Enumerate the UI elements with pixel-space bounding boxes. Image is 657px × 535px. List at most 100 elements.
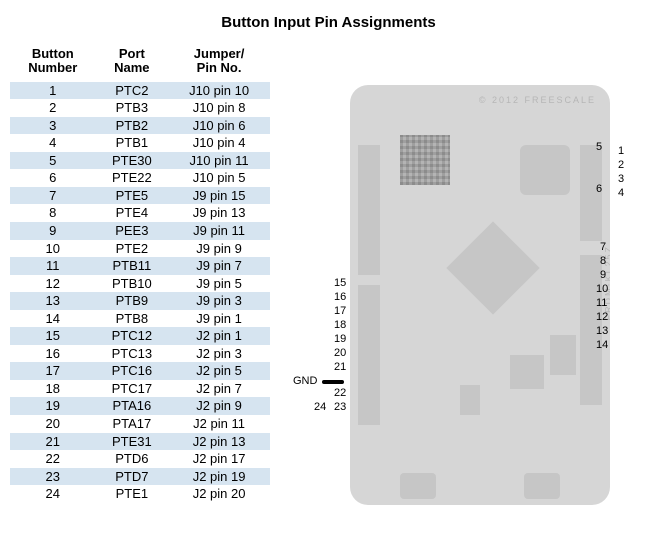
board-pin-label: 13 [596, 325, 608, 337]
table-cell: J10 pin 5 [168, 169, 270, 187]
table-row: 5PTE30J10 pin 11 [10, 152, 270, 170]
table-cell: PTB8 [96, 310, 169, 328]
col-jumper-pin: Jumper/ Pin No. [168, 45, 270, 82]
table-cell: J10 pin 11 [168, 152, 270, 170]
header-j2 [358, 285, 380, 425]
table-cell: J9 pin 11 [168, 222, 270, 240]
table-cell: 2 [10, 99, 96, 117]
table-cell: 21 [10, 433, 96, 451]
table-cell: PTC2 [96, 82, 169, 100]
table-cell: 19 [10, 397, 96, 415]
table-cell: J9 pin 9 [168, 240, 270, 258]
table-cell: 11 [10, 257, 96, 275]
board-pin-label: 10 [596, 283, 608, 295]
table-row: 21PTE31J2 pin 13 [10, 433, 270, 451]
table-cell: PTE31 [96, 433, 169, 451]
table-cell: PTC13 [96, 345, 169, 363]
table-cell: 13 [10, 292, 96, 310]
table-cell: J2 pin 5 [168, 362, 270, 380]
table-cell: J2 pin 20 [168, 485, 270, 503]
table-cell: 18 [10, 380, 96, 398]
col-button-number: Button Number [10, 45, 96, 82]
table-row: 9PEE3J9 pin 11 [10, 222, 270, 240]
board-diagram-area: GND © 2012 FREESCALE FRDM-KL25Z 15161718… [290, 45, 647, 525]
table-row: 14PTB8J9 pin 1 [10, 310, 270, 328]
board-pin-label: 9 [600, 269, 606, 281]
table-cell: J10 pin 6 [168, 117, 270, 135]
board-pin-label: 7 [600, 241, 606, 253]
board-pin-label: 6 [596, 183, 602, 195]
usb-left [400, 473, 436, 499]
table-cell: PTC12 [96, 327, 169, 345]
table-cell: J9 pin 3 [168, 292, 270, 310]
table-cell: J9 pin 5 [168, 275, 270, 293]
board-pin-label: 3 [618, 173, 624, 185]
table-cell: PTD6 [96, 450, 169, 468]
table-cell: 16 [10, 345, 96, 363]
header-j1 [358, 145, 380, 275]
board-pin-label: 14 [596, 339, 608, 351]
table-cell: J9 pin 15 [168, 187, 270, 205]
table-row: 3PTB2J10 pin 6 [10, 117, 270, 135]
table-cell: J10 pin 4 [168, 134, 270, 152]
pin-assignment-table: Button Number Port Name Jumper/ Pin No. … [10, 45, 270, 503]
table-cell: PTB10 [96, 275, 169, 293]
usb-right [524, 473, 560, 499]
table-row: 12PTB10J9 pin 5 [10, 275, 270, 293]
table-cell: J9 pin 7 [168, 257, 270, 275]
board-pin-label: 2 [618, 159, 624, 171]
table-cell: PTE5 [96, 187, 169, 205]
table-cell: 9 [10, 222, 96, 240]
table-row: 8PTE4J9 pin 13 [10, 204, 270, 222]
board-pin-label: 4 [618, 187, 624, 199]
table-cell: J10 pin 8 [168, 99, 270, 117]
table-cell: PTE4 [96, 204, 169, 222]
table-cell: J2 pin 19 [168, 468, 270, 486]
table-row: 20PTA17J2 pin 11 [10, 415, 270, 433]
table-cell: PTB1 [96, 134, 169, 152]
ic-1 [510, 355, 544, 389]
board-pin-label: 8 [600, 255, 606, 267]
table-row: 17PTC16J2 pin 5 [10, 362, 270, 380]
table-cell: 22 [10, 450, 96, 468]
table-cell: J2 pin 17 [168, 450, 270, 468]
ic-2 [550, 335, 576, 375]
col-port-name: Port Name [96, 45, 169, 82]
table-cell: PTA17 [96, 415, 169, 433]
table-row: 4PTB1J10 pin 4 [10, 134, 270, 152]
gnd-line [322, 380, 344, 384]
table-cell: PTC16 [96, 362, 169, 380]
board-pin-label: 17 [334, 305, 346, 317]
table-row: 19PTA16J2 pin 9 [10, 397, 270, 415]
table-cell: 7 [10, 187, 96, 205]
table-row: 11PTB11J9 pin 7 [10, 257, 270, 275]
table-cell: PTE2 [96, 240, 169, 258]
table-cell: 15 [10, 327, 96, 345]
logo-chip [520, 145, 570, 195]
content-row: Button Number Port Name Jumper/ Pin No. … [10, 45, 647, 525]
table-row: 23PTD7J2 pin 19 [10, 468, 270, 486]
table-cell: PTC17 [96, 380, 169, 398]
table-cell: 10 [10, 240, 96, 258]
table-cell: PTB11 [96, 257, 169, 275]
table-row: 22PTD6J2 pin 17 [10, 450, 270, 468]
table-cell: J2 pin 13 [168, 433, 270, 451]
board-pin-label: 21 [334, 361, 346, 373]
table-row: 7PTE5J9 pin 15 [10, 187, 270, 205]
board-pin-label: 23 [334, 401, 346, 413]
table-cell: J9 pin 1 [168, 310, 270, 328]
board-copyright: © 2012 FREESCALE [479, 95, 596, 105]
pin-table-container: Button Number Port Name Jumper/ Pin No. … [10, 45, 290, 503]
table-row: 15PTC12J2 pin 1 [10, 327, 270, 345]
table-cell: J10 pin 10 [168, 82, 270, 100]
table-cell: 17 [10, 362, 96, 380]
board-outline: © 2012 FREESCALE FRDM-KL25Z [350, 85, 610, 505]
board-pin-label: 20 [334, 347, 346, 359]
table-cell: J2 pin 9 [168, 397, 270, 415]
board-pin-label: 1 [618, 145, 624, 157]
ic-3 [460, 385, 480, 415]
board-pin-label: 19 [334, 333, 346, 345]
board-pin-label: 24 [314, 401, 326, 413]
table-cell: PTD7 [96, 468, 169, 486]
table-cell: PTA16 [96, 397, 169, 415]
